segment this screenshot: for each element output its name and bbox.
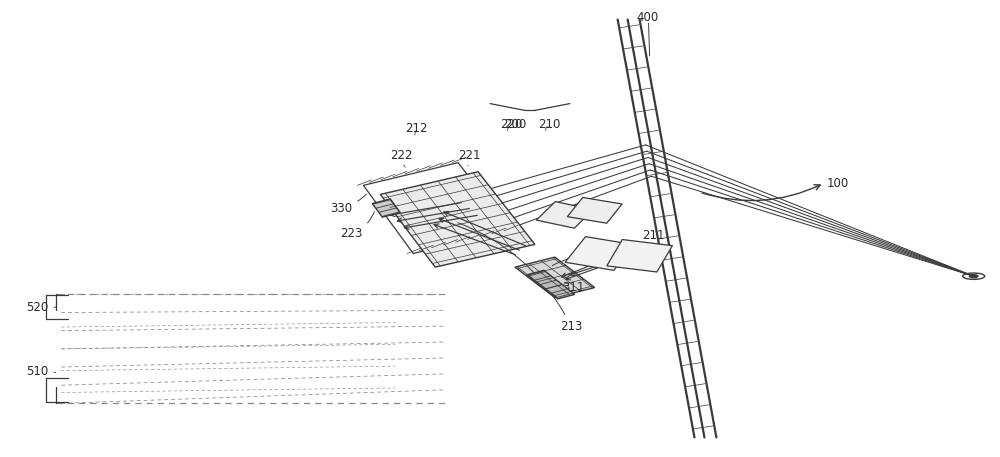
- Polygon shape: [515, 257, 595, 298]
- Text: 321: 321: [552, 249, 602, 266]
- Polygon shape: [380, 172, 535, 267]
- Polygon shape: [536, 202, 593, 228]
- Polygon shape: [607, 239, 672, 272]
- Text: 330: 330: [330, 194, 366, 214]
- Polygon shape: [527, 270, 575, 299]
- Polygon shape: [567, 197, 622, 223]
- Text: 213: 213: [458, 223, 582, 333]
- Text: 221: 221: [458, 149, 481, 166]
- Text: 520: 520: [26, 302, 56, 314]
- Text: 212: 212: [405, 122, 428, 135]
- Polygon shape: [565, 237, 634, 271]
- Text: 510: 510: [26, 365, 56, 378]
- Polygon shape: [372, 199, 400, 217]
- Text: 222: 222: [390, 149, 413, 167]
- Text: 400: 400: [637, 11, 659, 24]
- Text: 200: 200: [504, 117, 526, 131]
- Text: 223: 223: [340, 212, 374, 239]
- Text: 210: 210: [538, 117, 560, 131]
- Text: 311: 311: [542, 280, 584, 294]
- Text: 100: 100: [827, 176, 849, 190]
- Text: 211: 211: [622, 229, 665, 246]
- Text: 220: 220: [500, 117, 522, 131]
- Circle shape: [969, 274, 979, 278]
